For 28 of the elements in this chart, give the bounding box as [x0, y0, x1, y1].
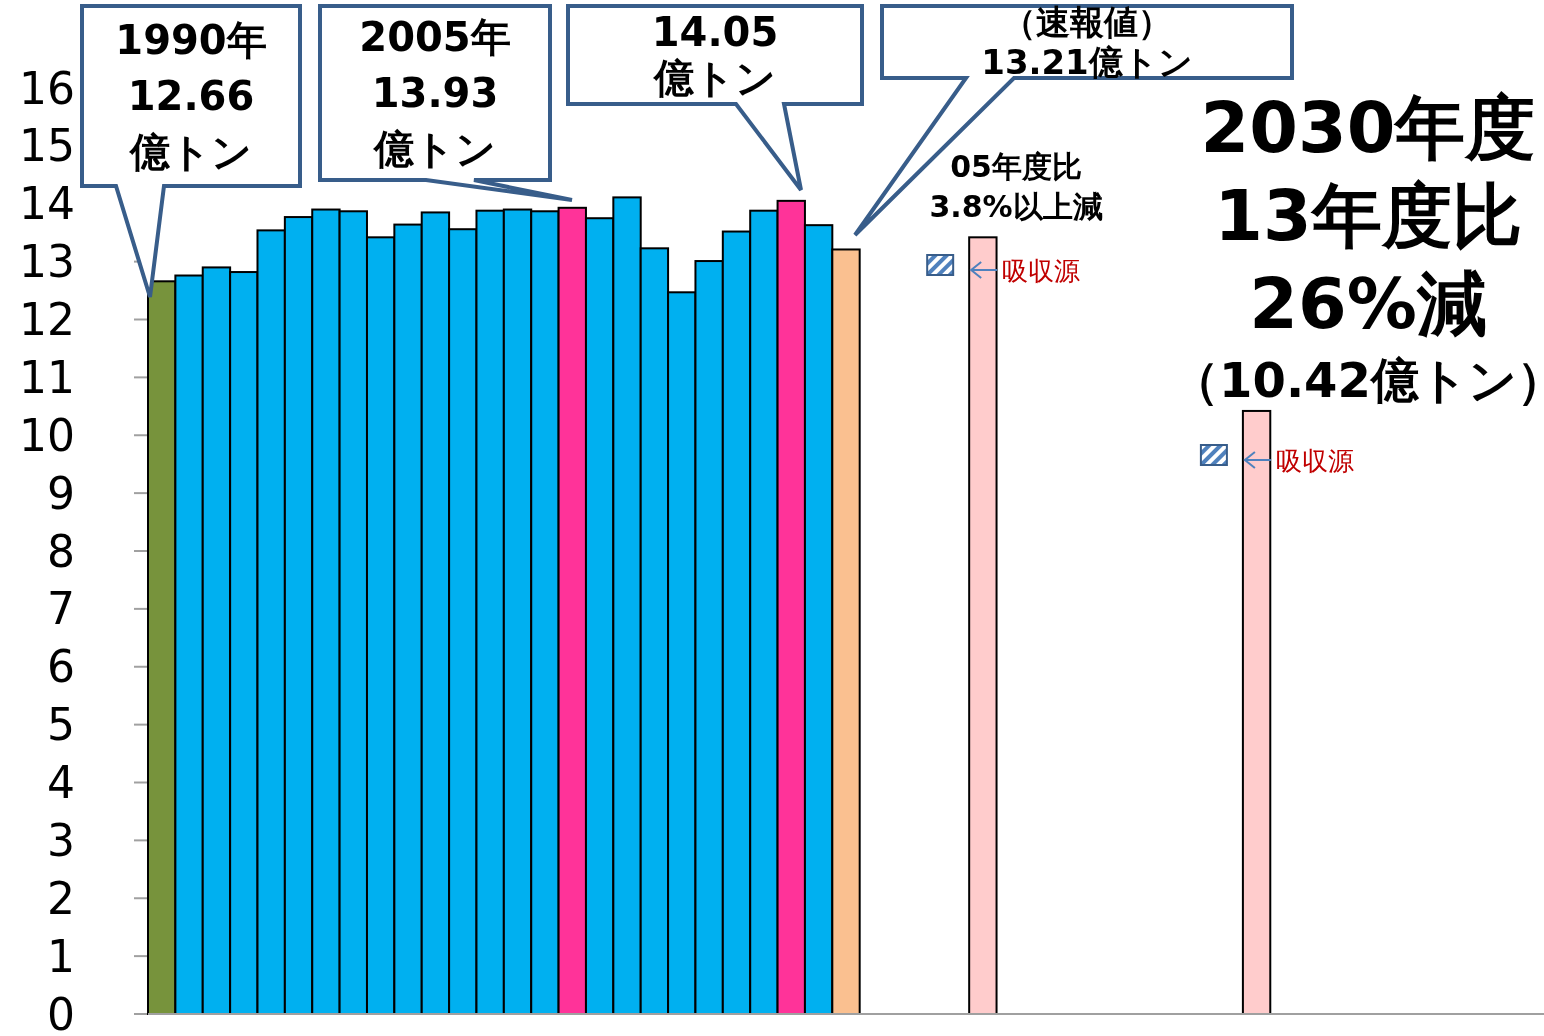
annotation: （10.42億トン）: [1171, 352, 1544, 408]
text: （速報値） 13.21億トン: [981, 2, 1193, 82]
bar: [968, 236, 998, 1015]
y-tick-label: 16: [19, 62, 75, 114]
y-tick-label: 7: [47, 583, 75, 635]
y-tick-label: 3: [47, 814, 75, 866]
annotation: 2005年 13.93 億トン: [359, 14, 511, 172]
y-tick-label: 13: [19, 236, 75, 288]
annotation: 2030年度 13年度比 26%減: [1200, 87, 1536, 345]
bar: [1241, 409, 1272, 1015]
y-tick-label: 8: [47, 525, 75, 577]
y-tick-label: 2: [47, 872, 75, 924]
y-tick-label: 5: [47, 699, 75, 751]
annotation: 吸収源: [1002, 256, 1081, 286]
annotation: 14.05 億トン: [651, 9, 779, 101]
y-tick-label: 9: [47, 467, 75, 519]
annotation: 05年度比 3.8%以上減: [929, 148, 1103, 224]
y-tick-label: 4: [47, 757, 75, 808]
annotation: 吸収源: [1275, 446, 1354, 476]
y-tick-label: 1: [47, 930, 75, 982]
annotation: 1990年 12.66 億トン: [115, 17, 267, 175]
y-tick-label: 6: [47, 641, 75, 693]
y-tick-label: 0: [47, 988, 75, 1036]
y-tick-label: 11: [19, 351, 75, 403]
y-tick-label: 12: [19, 294, 75, 345]
y-tick-label: 14: [19, 178, 75, 230]
y-tick-label: 10: [19, 409, 75, 461]
y-tick-label: 15: [19, 120, 75, 172]
